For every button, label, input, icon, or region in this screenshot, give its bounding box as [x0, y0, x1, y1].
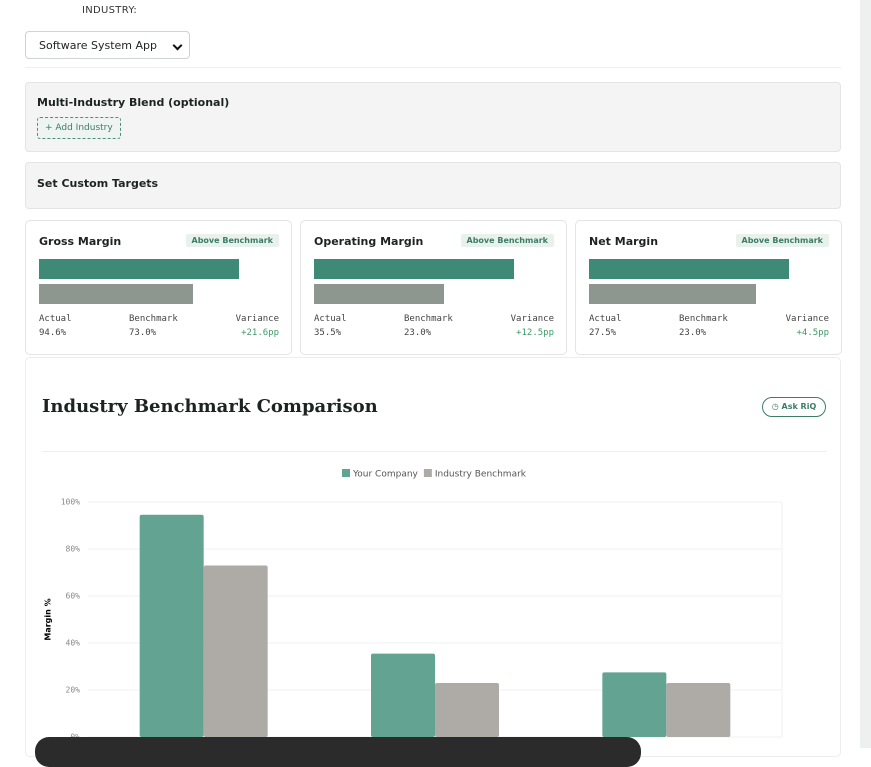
card-title: Gross Margin — [39, 235, 122, 248]
card-badge: Above Benchmark — [185, 234, 279, 247]
metric-card: Gross Margin Above Benchmark Actual 94.6% Be… — [25, 220, 292, 355]
ask-label: Ask RiQ — [781, 402, 817, 411]
add-industry-button[interactable]: + Add Industry — [37, 117, 121, 139]
legend-label: Industry Benchmark — [435, 470, 527, 480]
actual-label: Actual — [39, 314, 72, 324]
actual-bar — [39, 259, 239, 279]
y-tick-label: 60% — [66, 592, 81, 601]
divider — [42, 451, 826, 452]
bar — [139, 514, 204, 737]
legend-label: Your Company — [352, 470, 419, 480]
actual-value: 94.6% — [39, 328, 67, 338]
y-tick-label: 20% — [66, 686, 81, 695]
y-axis-label: Margin % — [44, 598, 53, 640]
benchmark-label: Benchmark — [679, 314, 728, 324]
benchmark-value: 23.0% — [679, 328, 707, 338]
actual-label: Actual — [314, 314, 347, 324]
chart-title: Industry Benchmark Comparison — [42, 396, 378, 417]
industry-label: INDUSTRY: — [82, 5, 138, 16]
variance-value: +4.5pp — [796, 328, 829, 338]
card-title: Net Margin — [589, 235, 659, 248]
variance-label: Variance — [785, 314, 829, 324]
bar — [435, 682, 499, 737]
variance-label: Variance — [510, 314, 554, 324]
chevron: ⌄ — [145, 177, 152, 186]
targets-title: Set Custom Targets — [37, 177, 159, 190]
bar — [371, 653, 435, 737]
y-tick-label: 40% — [66, 639, 81, 648]
card-badge: Above Benchmark — [735, 234, 829, 247]
industry-select[interactable]: Software System App — [25, 31, 190, 59]
blend-panel: Multi-Industry Blend (optional) + Add In… — [25, 82, 841, 152]
y-tick-label: 100% — [61, 498, 80, 507]
variance-value: +12.5pp — [516, 328, 554, 338]
benchmark-bar — [314, 284, 444, 304]
benchmark-value: 23.0% — [404, 328, 432, 338]
benchmark-bar — [589, 284, 757, 304]
bar — [602, 672, 667, 737]
targets-panel[interactable]: Set Custom Targets ⌄ — [25, 162, 841, 209]
bar — [203, 565, 268, 737]
metric-card: Net Margin Above Benchmark Actual 27.5% Benc… — [575, 220, 842, 355]
benchmark-label: Benchmark — [404, 314, 453, 324]
variance-label: Variance — [235, 314, 279, 324]
actual-label: Actual — [589, 314, 622, 324]
variance-value: +21.6pp — [241, 328, 279, 338]
legend-swatch — [341, 469, 350, 477]
blend-title: Multi-Industry Blend (optional) — [37, 96, 230, 109]
benchmark-bar — [39, 284, 194, 304]
card-title: Operating Margin — [314, 235, 424, 248]
benchmark-value: 73.0% — [129, 328, 157, 338]
card-badge: Above Benchmark — [460, 234, 554, 247]
metric-card: Operating Margin Above Benchmark Actual 35.… — [300, 220, 567, 355]
actual-bar — [314, 259, 514, 279]
separator — [25, 67, 841, 68]
scroll-edge — [860, 0, 871, 748]
actual-value: 35.5% — [314, 328, 342, 338]
ask-button[interactable]: ◷ Ask RiQ — [762, 397, 826, 417]
y-tick-label: 80% — [66, 545, 81, 554]
legend-swatch — [423, 469, 432, 477]
actual-value: 27.5% — [589, 328, 617, 338]
benchmark-label: Benchmark — [129, 314, 178, 324]
page: INDUSTRY: Software System App Multi-Indu… — [0, 0, 871, 748]
bar — [666, 682, 731, 737]
toolbar — [35, 737, 641, 767]
actual-bar — [589, 259, 789, 279]
chart: 0%20%40%60%80%100%Margin %Your CompanyIn… — [44, 469, 783, 742]
